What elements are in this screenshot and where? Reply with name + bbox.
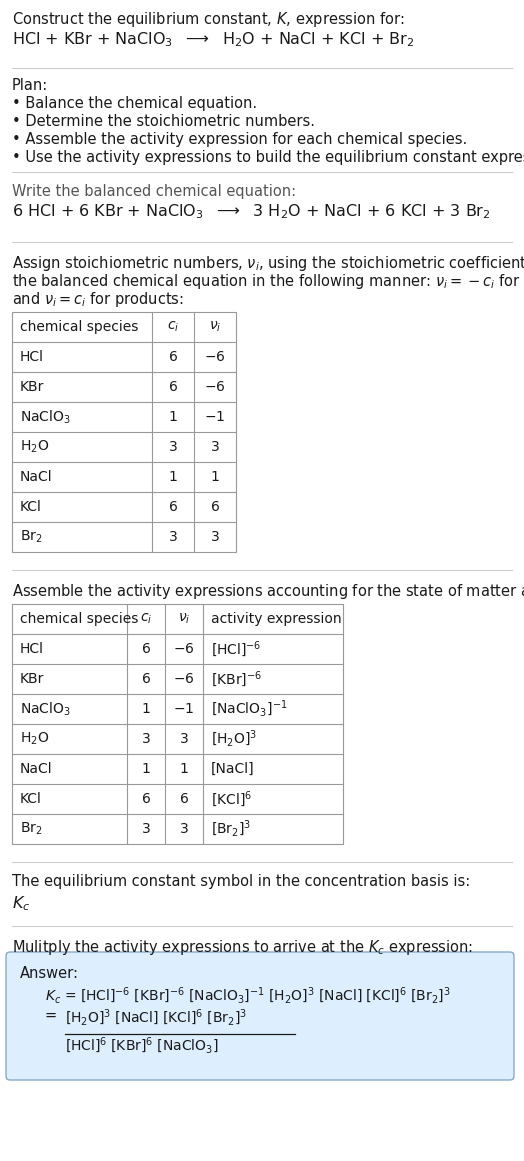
Text: The equilibrium constant symbol in the concentration basis is:: The equilibrium constant symbol in the c… xyxy=(12,874,470,889)
Text: H$_2$O: H$_2$O xyxy=(20,730,49,748)
Text: $-$6: $-$6 xyxy=(204,349,226,365)
Text: 6: 6 xyxy=(211,500,220,514)
Text: 6: 6 xyxy=(169,349,178,365)
Text: Answer:: Answer: xyxy=(20,966,79,981)
Text: $-$6: $-$6 xyxy=(173,642,195,656)
Text: 3: 3 xyxy=(141,731,150,747)
Text: 1: 1 xyxy=(169,470,178,484)
Text: 1: 1 xyxy=(169,410,178,424)
Text: the balanced chemical equation in the following manner: $\nu_i = -c_i$ for react: the balanced chemical equation in the fo… xyxy=(12,272,524,291)
Text: [HCl]$^6$ [KBr]$^6$ [NaClO$_3$]: [HCl]$^6$ [KBr]$^6$ [NaClO$_3$] xyxy=(65,1036,219,1057)
Text: 3: 3 xyxy=(169,440,178,454)
Text: $-$1: $-$1 xyxy=(204,410,226,424)
Text: [H$_2$O]$^3$: [H$_2$O]$^3$ xyxy=(211,729,257,749)
Text: KBr: KBr xyxy=(20,380,45,394)
Text: 6: 6 xyxy=(141,642,150,656)
Text: [HCl]$^{-6}$: [HCl]$^{-6}$ xyxy=(211,639,261,659)
Text: NaCl: NaCl xyxy=(20,470,52,484)
Text: 3: 3 xyxy=(169,531,178,545)
Text: NaClO$_3$: NaClO$_3$ xyxy=(20,700,71,717)
Text: $c_i$: $c_i$ xyxy=(167,319,179,334)
Text: Br$_2$: Br$_2$ xyxy=(20,528,42,546)
FancyBboxPatch shape xyxy=(6,952,514,1080)
Text: $\nu_i$: $\nu_i$ xyxy=(209,319,221,334)
Text: $\nu_i$: $\nu_i$ xyxy=(178,612,190,626)
Text: [H$_2$O]$^3$ [NaCl] [KCl]$^6$ [Br$_2$]$^3$: [H$_2$O]$^3$ [NaCl] [KCl]$^6$ [Br$_2$]$^… xyxy=(65,1008,247,1029)
Text: HCl: HCl xyxy=(20,349,44,365)
Text: chemical species: chemical species xyxy=(20,612,138,626)
Text: $-$1: $-$1 xyxy=(173,702,194,716)
Text: Mulitply the activity expressions to arrive at the $K_c$ expression:: Mulitply the activity expressions to arr… xyxy=(12,938,473,957)
Text: 3: 3 xyxy=(211,531,220,545)
Text: KCl: KCl xyxy=(20,500,42,514)
Text: KCl: KCl xyxy=(20,792,42,806)
Text: • Assemble the activity expression for each chemical species.: • Assemble the activity expression for e… xyxy=(12,132,467,147)
Text: 3: 3 xyxy=(141,822,150,836)
Text: 1: 1 xyxy=(141,762,150,776)
Bar xyxy=(12,312,236,551)
Text: chemical species: chemical species xyxy=(20,320,138,334)
Text: [NaClO$_3$]$^{-1}$: [NaClO$_3$]$^{-1}$ xyxy=(211,699,288,719)
Text: Construct the equilibrium constant, $K$, expression for:: Construct the equilibrium constant, $K$,… xyxy=(12,10,405,29)
Text: 3: 3 xyxy=(180,822,188,836)
Text: [KBr]$^{-6}$: [KBr]$^{-6}$ xyxy=(211,669,262,688)
Text: Assemble the activity expressions accounting for the state of matter and $\nu_i$: Assemble the activity expressions accoun… xyxy=(12,582,524,601)
Text: [KCl]$^6$: [KCl]$^6$ xyxy=(211,789,252,809)
Text: H$_2$O: H$_2$O xyxy=(20,439,49,455)
Text: 3: 3 xyxy=(180,731,188,747)
Text: • Use the activity expressions to build the equilibrium constant expression.: • Use the activity expressions to build … xyxy=(12,150,524,165)
Text: =: = xyxy=(45,1008,57,1023)
Bar xyxy=(12,604,343,844)
Text: $-$6: $-$6 xyxy=(173,672,195,686)
Text: [NaCl]: [NaCl] xyxy=(211,762,255,776)
Text: $K_c$ = [HCl]$^{-6}$ [KBr]$^{-6}$ [NaClO$_3$]$^{-1}$ [H$_2$O]$^3$ [NaCl] [KCl]$^: $K_c$ = [HCl]$^{-6}$ [KBr]$^{-6}$ [NaClO… xyxy=(45,986,451,1007)
Text: 1: 1 xyxy=(141,702,150,716)
Text: 1: 1 xyxy=(211,470,220,484)
Text: $c_i$: $c_i$ xyxy=(140,612,152,626)
Text: Plan:: Plan: xyxy=(12,78,48,93)
Text: [Br$_2$]$^3$: [Br$_2$]$^3$ xyxy=(211,819,252,839)
Text: Assign stoichiometric numbers, $\nu_i$, using the stoichiometric coefficients, $: Assign stoichiometric numbers, $\nu_i$, … xyxy=(12,254,524,273)
Text: 6: 6 xyxy=(141,672,150,686)
Text: HCl + KBr + NaClO$_3$  $\longrightarrow$  H$_2$O + NaCl + KCl + Br$_2$: HCl + KBr + NaClO$_3$ $\longrightarrow$ … xyxy=(12,30,414,49)
Text: NaClO$_3$: NaClO$_3$ xyxy=(20,409,71,426)
Text: 1: 1 xyxy=(180,762,189,776)
Text: $K_c$: $K_c$ xyxy=(12,894,30,913)
Text: • Balance the chemical equation.: • Balance the chemical equation. xyxy=(12,96,257,111)
Text: NaCl: NaCl xyxy=(20,762,52,776)
Text: KBr: KBr xyxy=(20,672,45,686)
Text: and $\nu_i = c_i$ for products:: and $\nu_i = c_i$ for products: xyxy=(12,290,184,309)
Text: HCl: HCl xyxy=(20,642,44,656)
Text: Br$_2$: Br$_2$ xyxy=(20,821,42,837)
Text: activity expression: activity expression xyxy=(211,612,342,626)
Text: 6 HCl + 6 KBr + NaClO$_3$  $\longrightarrow$  3 H$_2$O + NaCl + 6 KCl + 3 Br$_2$: 6 HCl + 6 KBr + NaClO$_3$ $\longrightarr… xyxy=(12,202,490,221)
Text: 6: 6 xyxy=(180,792,189,806)
Text: 6: 6 xyxy=(169,500,178,514)
Text: 3: 3 xyxy=(211,440,220,454)
Text: • Determine the stoichiometric numbers.: • Determine the stoichiometric numbers. xyxy=(12,114,315,129)
Text: Write the balanced chemical equation:: Write the balanced chemical equation: xyxy=(12,183,296,199)
Text: 6: 6 xyxy=(169,380,178,394)
Text: 6: 6 xyxy=(141,792,150,806)
Text: $-$6: $-$6 xyxy=(204,380,226,394)
